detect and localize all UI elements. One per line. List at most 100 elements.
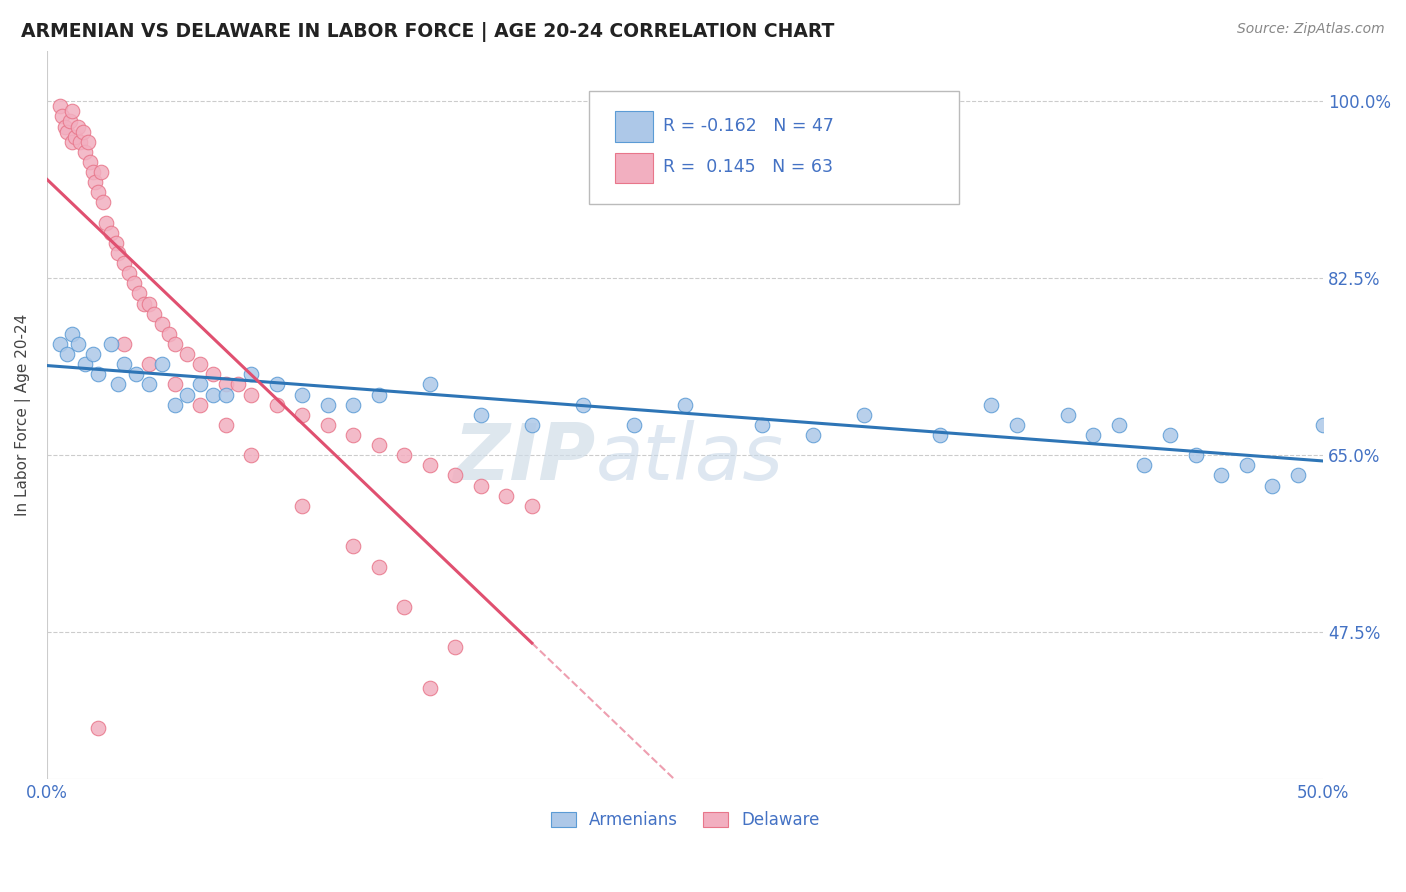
Point xyxy=(316,417,339,432)
Point xyxy=(87,186,110,200)
Point xyxy=(367,559,389,574)
FancyBboxPatch shape xyxy=(614,112,654,142)
Point xyxy=(980,398,1002,412)
Point xyxy=(87,722,110,736)
Point xyxy=(128,286,150,301)
Text: ARMENIAN VS DELAWARE IN LABOR FORCE | AGE 20-24 CORRELATION CHART: ARMENIAN VS DELAWARE IN LABOR FORCE | AG… xyxy=(21,22,835,42)
Point xyxy=(367,387,389,401)
Point xyxy=(291,387,314,401)
Point xyxy=(125,368,148,382)
Point xyxy=(444,468,467,483)
Point xyxy=(1286,468,1309,483)
Point xyxy=(117,266,139,280)
Point xyxy=(176,347,198,361)
Point xyxy=(138,357,160,371)
Point xyxy=(419,681,441,695)
Point xyxy=(1005,417,1028,432)
Point xyxy=(852,408,875,422)
Point xyxy=(214,387,236,401)
Point xyxy=(520,499,543,513)
Point xyxy=(1236,458,1258,473)
Point xyxy=(107,377,129,392)
Point xyxy=(100,337,122,351)
Point xyxy=(1312,417,1334,432)
Point xyxy=(112,337,135,351)
Point xyxy=(163,377,186,392)
Point xyxy=(62,326,84,341)
Point xyxy=(87,368,110,382)
Point xyxy=(394,599,416,614)
Point xyxy=(1108,417,1130,432)
Point xyxy=(48,99,70,113)
Point xyxy=(1209,468,1232,483)
Point xyxy=(291,408,314,422)
Point xyxy=(104,235,127,250)
Point xyxy=(159,326,181,341)
Point xyxy=(266,377,288,392)
Point xyxy=(1083,428,1105,442)
Point xyxy=(66,337,89,351)
Point xyxy=(69,135,91,149)
Point xyxy=(623,417,645,432)
Point xyxy=(75,145,97,159)
Point xyxy=(673,398,696,412)
Point xyxy=(82,347,104,361)
Point xyxy=(495,489,517,503)
Point xyxy=(122,277,145,291)
Point xyxy=(75,357,97,371)
Point xyxy=(342,398,364,412)
FancyBboxPatch shape xyxy=(589,91,959,203)
Point xyxy=(228,377,250,392)
Point xyxy=(1184,448,1206,462)
Point xyxy=(240,387,263,401)
Point xyxy=(342,539,364,553)
Point xyxy=(316,398,339,412)
Point xyxy=(163,398,186,412)
Text: Source: ZipAtlas.com: Source: ZipAtlas.com xyxy=(1237,22,1385,37)
Y-axis label: In Labor Force | Age 20-24: In Labor Force | Age 20-24 xyxy=(15,314,31,516)
Point xyxy=(1261,478,1284,492)
Point xyxy=(138,296,160,310)
Point xyxy=(1057,408,1080,422)
Point xyxy=(66,120,89,134)
Point xyxy=(143,307,166,321)
Point xyxy=(112,256,135,270)
Point xyxy=(1159,428,1181,442)
Point xyxy=(76,135,98,149)
Point xyxy=(342,428,364,442)
Point xyxy=(520,417,543,432)
Point xyxy=(100,226,122,240)
Point xyxy=(82,165,104,179)
Point xyxy=(367,438,389,452)
Point xyxy=(419,377,441,392)
Point xyxy=(112,357,135,371)
Point xyxy=(291,499,314,513)
Text: ZIP: ZIP xyxy=(454,420,596,497)
Point xyxy=(188,377,211,392)
Point xyxy=(51,110,73,124)
Point xyxy=(53,120,76,134)
Point xyxy=(107,246,129,260)
Text: atlas: atlas xyxy=(596,420,783,497)
Point xyxy=(176,387,198,401)
Point xyxy=(419,458,441,473)
Point xyxy=(214,377,236,392)
Point xyxy=(470,478,492,492)
Point xyxy=(188,398,211,412)
Point xyxy=(90,165,112,179)
Point xyxy=(138,377,160,392)
Text: R =  0.145   N = 63: R = 0.145 N = 63 xyxy=(664,158,834,177)
Point xyxy=(72,125,94,139)
Point xyxy=(91,195,114,210)
Point xyxy=(1133,458,1156,473)
Point xyxy=(84,175,107,189)
Point xyxy=(240,368,263,382)
Point xyxy=(201,387,224,401)
Point xyxy=(94,216,117,230)
Point xyxy=(79,155,101,169)
Point xyxy=(444,640,467,655)
Text: R = -0.162   N = 47: R = -0.162 N = 47 xyxy=(664,117,834,135)
Point xyxy=(48,337,70,351)
Point xyxy=(163,337,186,351)
Point xyxy=(132,296,155,310)
